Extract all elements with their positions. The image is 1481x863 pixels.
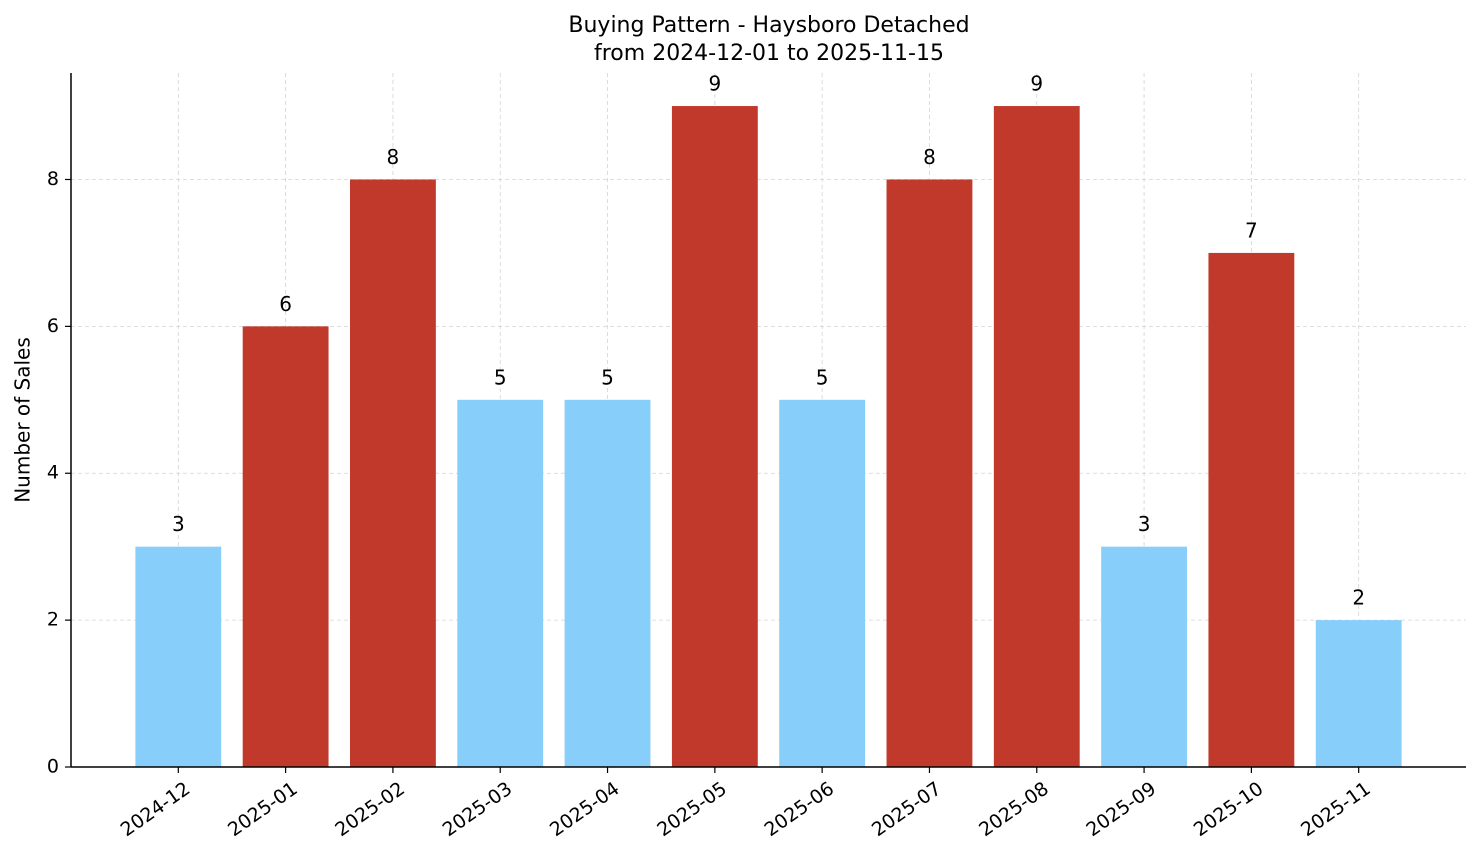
x-tick-label: 2025-05 (653, 778, 731, 842)
y-axis-label: Number of Sales (11, 337, 35, 503)
x-tick-label: 2025-09 (1082, 778, 1160, 842)
y-tick-label: 0 (47, 756, 59, 778)
x-tick-label: 2025-08 (975, 778, 1053, 842)
x-tick-label: 2025-04 (546, 778, 624, 842)
bar (993, 106, 1080, 768)
x-tick-label: 2025-01 (224, 778, 302, 842)
bar (135, 546, 222, 767)
bar (779, 399, 866, 767)
x-tick-label: 2025-07 (868, 778, 946, 842)
value-label: 8 (923, 145, 936, 169)
bar (1208, 252, 1295, 768)
x-tick-label: 2024-12 (117, 778, 195, 842)
bar (671, 106, 758, 768)
x-tick-label: 2025-11 (1297, 778, 1375, 842)
bar (1315, 620, 1402, 767)
bar (350, 179, 436, 768)
x-tick-label: 2025-10 (1190, 778, 1268, 842)
value-label: 5 (494, 365, 507, 389)
chart-title: Buying Pattern - Haysboro Detached (568, 13, 969, 38)
y-tick-label: 6 (47, 315, 59, 337)
chart-subtitle: from 2024-12-01 to 2025-11-15 (594, 41, 944, 66)
value-label: 6 (279, 292, 292, 316)
value-label: 3 (172, 512, 185, 536)
x-tick-label: 2025-02 (331, 778, 409, 842)
x-tick-label: 2025-06 (761, 778, 839, 842)
value-label: 2 (1352, 586, 1365, 610)
bar (886, 179, 973, 768)
value-label: 9 (708, 72, 721, 96)
value-label: 5 (601, 365, 614, 389)
bar (1101, 546, 1187, 767)
y-tick-label: 4 (47, 462, 59, 484)
value-label: 8 (387, 145, 400, 169)
value-label: 9 (1030, 72, 1043, 96)
value-label: 7 (1245, 218, 1258, 242)
bar (242, 326, 329, 767)
bar (564, 399, 651, 767)
y-tick-label: 8 (47, 168, 59, 190)
y-tick-label: 2 (47, 609, 59, 631)
value-label: 5 (816, 365, 829, 389)
bar (457, 399, 544, 767)
x-tick-label: 2025-03 (439, 778, 517, 842)
value-label: 3 (1138, 512, 1151, 536)
